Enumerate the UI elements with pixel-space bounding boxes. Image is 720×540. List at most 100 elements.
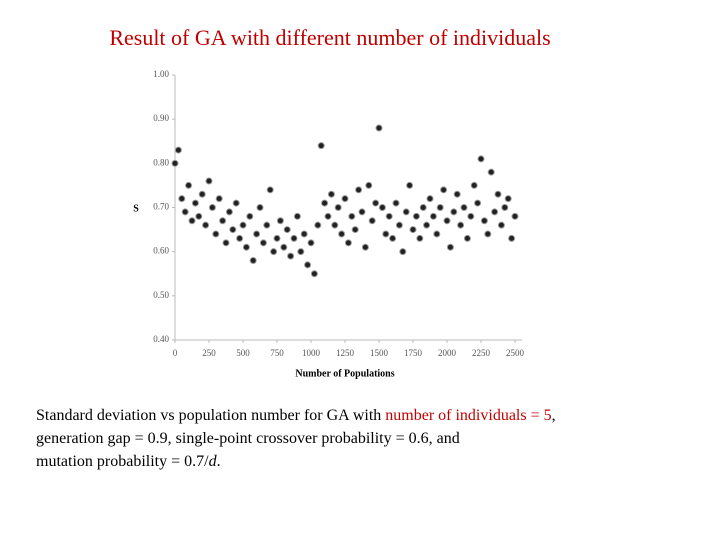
point [256,204,264,211]
point [195,212,203,220]
point [202,221,210,229]
point [446,243,454,251]
point [508,234,516,242]
y-axis-label: S [133,203,139,214]
point [219,217,227,225]
point [385,212,393,220]
point [246,212,254,220]
point [270,248,278,256]
caption-line: Standard deviation vs population number … [36,407,556,424]
point [334,204,342,211]
point [504,195,512,203]
caption-italic: d [209,453,218,470]
point [283,226,291,234]
point [273,234,281,242]
x-tick-label: 2500 [506,348,525,358]
point [249,257,257,264]
x-tick-label: 750 [270,348,284,358]
point [178,195,186,203]
point [253,230,261,238]
point [511,212,519,220]
point [205,177,213,185]
point [229,226,237,234]
point [487,168,495,176]
point [426,195,434,203]
point [484,230,492,238]
point [436,204,444,211]
x-tick-label: 2000 [438,348,457,358]
point [232,199,240,207]
slide-title: Result of GA with different number of in… [109,25,550,50]
point [276,217,284,225]
caption-text: . [217,453,221,470]
x-tick-label: 1500 [370,348,389,358]
point [419,204,427,211]
point [198,190,206,198]
caption-text: , [552,407,556,424]
point [443,217,451,225]
point [280,243,288,251]
y-tick-label: 0.40 [153,334,169,344]
point [259,239,267,247]
point [222,239,230,247]
caption-line: generation gap = 0.9, single-point cross… [36,430,460,447]
point [341,195,349,203]
point [368,217,376,225]
y-tick-label: 0.50 [153,290,169,300]
point [406,181,414,189]
point [239,221,247,229]
point [358,208,366,216]
point [409,226,417,234]
point [212,230,220,238]
point [460,204,468,211]
point [242,243,250,251]
point [378,204,386,211]
x-tick-label: 250 [202,348,216,358]
point [416,234,424,242]
point [365,181,373,189]
point [480,217,488,225]
point [463,234,471,242]
x-tick-label: 1000 [302,348,321,358]
point [501,204,509,211]
point [225,208,233,216]
point [344,239,352,247]
point [348,212,356,220]
point [395,221,403,229]
y-tick-label: 0.80 [153,157,169,167]
point [457,221,465,229]
point [317,142,325,150]
point [389,234,397,242]
point [215,195,223,203]
point [314,221,322,229]
point [412,212,420,220]
point [474,199,482,207]
point [263,221,271,229]
point [185,181,193,189]
y-tick-label: 0.70 [153,202,169,212]
caption-text: mutation probability = 0.7/ [36,453,209,470]
point [375,124,383,132]
y-tick-label: 0.90 [153,113,169,123]
point [382,230,390,238]
x-tick-label: 1250 [336,348,355,358]
point [338,230,346,238]
point [497,221,505,229]
point [307,239,315,247]
point [361,243,369,251]
point [174,146,182,154]
x-tick-label: 0 [173,348,178,358]
point [171,159,179,167]
point [450,208,458,216]
point [467,212,475,220]
point [304,261,312,269]
y-tick-label: 1.00 [153,69,169,79]
y-tick-label: 0.60 [153,246,169,256]
point [355,186,363,194]
point [188,217,196,225]
point [236,234,244,242]
point [351,226,359,234]
point [181,208,189,216]
x-tick-label: 2250 [472,348,491,358]
point [327,190,335,198]
